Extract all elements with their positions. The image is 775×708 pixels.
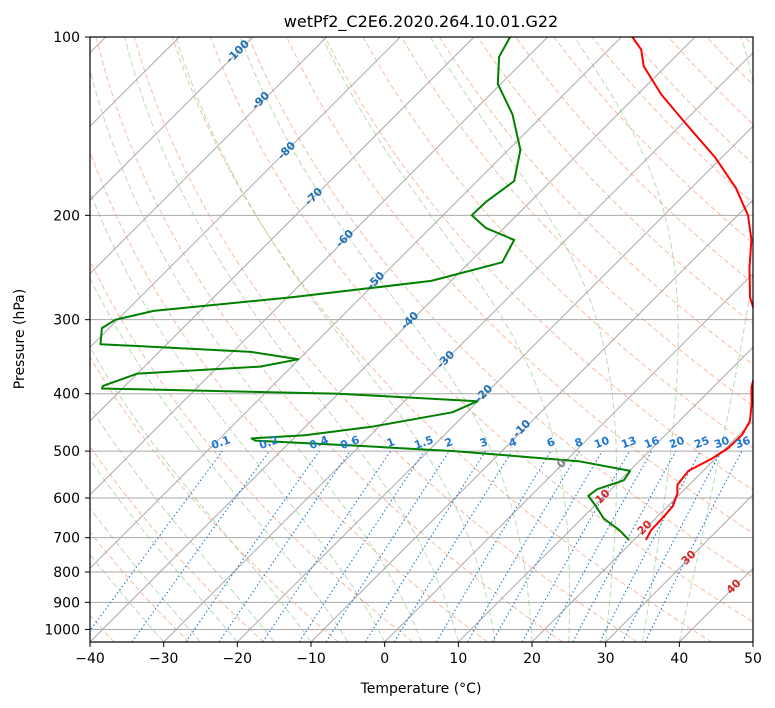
isotherm: [310, 199, 753, 642]
mixing-ratio-label: 8: [573, 435, 585, 450]
moist-adiabat: [321, 37, 571, 642]
chart-series: [99, 37, 753, 541]
mixing-ratio-line: [521, 450, 630, 642]
moist-adiabat: [90, 553, 165, 642]
moist-adiabat: [90, 67, 422, 642]
moist-adiabat: [124, 37, 459, 642]
mixing-ratio-label: 6: [545, 435, 557, 450]
y-tick-label: 300: [53, 313, 80, 329]
dry-adiabat: [90, 356, 339, 642]
isotherm: [531, 420, 753, 642]
y-axis: 100 200 300 400 500 600 700 800 900 1000: [44, 30, 90, 638]
mixing-ratio-line: [393, 450, 513, 642]
mixing-ratio-label: 2: [443, 435, 455, 450]
x-tick-label: −10: [296, 651, 326, 667]
temperature-line: [631, 37, 753, 541]
dry-adiabat: [248, 37, 753, 578]
y-tick-label: 500: [53, 444, 80, 460]
chart-title: wetPf2_C2E6.2020.264.10.01.G22: [284, 12, 558, 32]
mixing-ratio-label: 30: [712, 434, 731, 452]
x-tick-label: 20: [523, 651, 541, 667]
mixing-ratio-line: [90, 450, 223, 632]
plot-frame: [89, 36, 754, 643]
x-tick-label: 0: [380, 651, 389, 667]
y-tick-label: 700: [53, 531, 80, 547]
mixing-ratio-label: 4: [507, 435, 519, 450]
x-tick-label: −30: [149, 651, 179, 667]
mixing-ratio-line: [572, 450, 677, 642]
moist-adiabat: [90, 276, 349, 642]
mixing-ratio-label: 20: [667, 434, 686, 452]
dry-adiabat: [90, 259, 414, 642]
mixing-ratio-lines: [90, 450, 743, 642]
moist-adiabat: [90, 458, 238, 642]
y-tick-label: 600: [53, 491, 80, 507]
mixing-ratio-line: [644, 450, 743, 642]
mixing-ratio-label: 1: [385, 435, 397, 450]
moist-adiabat: [90, 190, 386, 642]
y-tick-label: 1000: [44, 622, 80, 638]
x-axis-title: Temperature (°C): [360, 681, 482, 697]
moist-adiabat: [90, 346, 312, 642]
isotherm: [90, 37, 475, 422]
isotherm: [90, 37, 696, 642]
isotherm: [236, 125, 753, 642]
moist-adiabat: [90, 507, 201, 642]
isotherm: [457, 346, 753, 642]
mixing-ratio-line: [262, 450, 392, 642]
mixing-ratio-label: 0.4: [307, 433, 330, 452]
x-axis: −40 −30 −20 −10 0 10 20 30 40 50: [75, 642, 762, 667]
isotherm: [384, 272, 753, 642]
isotherm: [605, 493, 753, 642]
mixing-ratio-label: 0.6: [338, 433, 361, 452]
chart-grid: [90, 37, 753, 642]
x-tick-label: 10: [449, 651, 467, 667]
x-tick-label: 40: [670, 651, 688, 667]
x-tick-label: −20: [223, 651, 253, 667]
dry-adiabat: [324, 37, 753, 491]
isotherm: [90, 37, 549, 496]
isotherm: [90, 37, 328, 275]
isotherm: [163, 51, 753, 642]
dry-adiabat: [362, 37, 753, 449]
mixing-ratio-label: 1.5: [412, 433, 435, 452]
y-tick-label: 800: [53, 565, 80, 581]
y-tick-label: 900: [53, 595, 80, 611]
y-tick-label: 200: [53, 208, 80, 224]
mixing-ratio-label: 36: [733, 434, 752, 452]
moist-adiabat: [678, 37, 753, 642]
y-axis-title: Pressure (hPa): [12, 289, 28, 389]
mixing-ratio-label: 3: [478, 435, 490, 450]
mixing-ratio-label: 13: [619, 434, 638, 451]
mixing-ratio-line: [218, 450, 351, 642]
mixing-ratio-label: 16: [642, 434, 661, 452]
y-tick-label: 100: [53, 30, 80, 46]
isotherm: [90, 37, 254, 201]
moist-adiabat: [90, 405, 275, 642]
moist-adiabat: [573, 37, 679, 642]
x-tick-label: −40: [75, 651, 105, 667]
mixing-ratio-line: [545, 450, 653, 642]
isotherm: [90, 37, 622, 570]
mixing-ratio-line: [131, 450, 270, 642]
mixing-ratio-line: [298, 450, 425, 642]
moist-adiabat: [239, 37, 533, 642]
mixing-ratio-label: 25: [692, 434, 711, 451]
moist-adiabat: [175, 37, 496, 642]
dry-adiabat: [90, 150, 488, 642]
y-tick-label: 400: [53, 387, 80, 403]
mixing-ratio-label: 0.1: [209, 433, 232, 452]
mixing-ratio-label: 0.2: [257, 433, 280, 452]
mixing-ratio-line: [325, 450, 450, 642]
moist-adiabat: [429, 37, 617, 642]
x-tick-label: 30: [597, 651, 615, 667]
x-tick-label: 50: [744, 651, 762, 667]
mixing-ratio-label: 10: [592, 434, 611, 452]
dry-adiabat: [477, 37, 753, 325]
isotherm: [90, 37, 401, 349]
dewpoint-line: [99, 37, 632, 541]
mixing-ratio-line: [185, 450, 320, 642]
